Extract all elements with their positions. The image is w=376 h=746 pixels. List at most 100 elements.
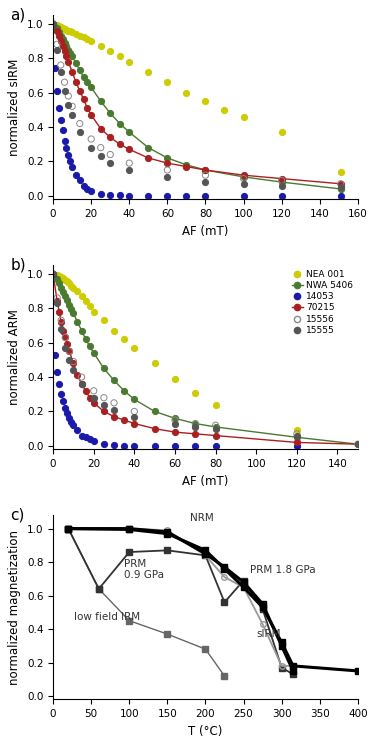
Point <box>56 278 62 289</box>
Point <box>131 406 137 418</box>
Point <box>62 23 68 35</box>
Point <box>77 30 83 42</box>
Point <box>101 314 107 326</box>
Point <box>101 392 107 404</box>
Point <box>212 398 218 410</box>
Point <box>88 185 94 197</box>
Point <box>68 280 74 292</box>
Point <box>117 118 123 130</box>
Point <box>91 385 97 397</box>
Point <box>79 378 85 390</box>
Point <box>50 268 56 280</box>
Point <box>62 46 68 57</box>
Point <box>68 416 74 427</box>
Point <box>294 436 300 448</box>
Point <box>202 190 208 202</box>
Point <box>73 169 79 181</box>
Point <box>131 418 137 430</box>
Point <box>70 357 76 369</box>
Point <box>338 178 344 189</box>
Point <box>338 190 344 202</box>
Point <box>62 85 68 97</box>
Point <box>64 142 70 154</box>
Point <box>80 71 86 83</box>
Point <box>101 398 107 410</box>
Point <box>54 366 60 377</box>
Point <box>212 419 218 431</box>
Point <box>111 410 117 422</box>
Point <box>212 421 218 433</box>
Point <box>152 406 158 418</box>
Point <box>241 110 247 122</box>
Text: b): b) <box>11 258 26 273</box>
Point <box>91 347 97 359</box>
Point <box>126 143 132 155</box>
Point <box>56 378 62 390</box>
Point <box>74 285 80 297</box>
Point <box>355 438 361 450</box>
Y-axis label: normalized ARM: normalized ARM <box>8 310 21 405</box>
Point <box>50 268 56 280</box>
Point <box>65 25 71 37</box>
Point <box>101 363 107 374</box>
Point <box>98 95 104 107</box>
Point <box>202 95 208 107</box>
Point <box>98 188 104 200</box>
Point <box>50 268 56 280</box>
Point <box>64 51 70 63</box>
Point <box>58 316 64 328</box>
Point <box>58 272 64 283</box>
Point <box>65 56 71 68</box>
Text: PRM 1.8 GPa: PRM 1.8 GPa <box>250 565 315 575</box>
Point <box>172 440 178 452</box>
Point <box>152 357 158 369</box>
Text: PRM
0.9 GPa: PRM 0.9 GPa <box>124 559 164 580</box>
Text: sIRM: sIRM <box>256 629 281 639</box>
Point <box>83 295 89 307</box>
Point <box>91 306 97 318</box>
Point <box>172 426 178 438</box>
Point <box>60 40 66 52</box>
Point <box>69 26 75 38</box>
Point <box>54 85 60 97</box>
Point <box>111 374 117 386</box>
Point <box>54 297 60 309</box>
Point <box>126 56 132 68</box>
Point <box>111 404 117 416</box>
Point <box>60 286 66 298</box>
Text: low field IRM: low field IRM <box>74 612 140 622</box>
Point <box>58 21 64 33</box>
Point <box>54 273 60 285</box>
Point <box>60 325 66 336</box>
Point <box>172 413 178 424</box>
Point <box>69 160 75 172</box>
Point <box>126 164 132 176</box>
Point <box>221 104 227 116</box>
Point <box>80 31 86 43</box>
Point <box>86 301 92 313</box>
Point <box>62 342 68 354</box>
Point <box>64 407 70 419</box>
Point <box>338 183 344 195</box>
Point <box>164 190 170 202</box>
Point <box>60 395 66 407</box>
Point <box>56 26 62 38</box>
Point <box>101 406 107 418</box>
Point <box>66 354 72 366</box>
Point <box>192 428 198 440</box>
Point <box>107 148 113 160</box>
Point <box>80 93 86 105</box>
Point <box>192 440 198 452</box>
Point <box>64 275 70 287</box>
Point <box>69 101 75 113</box>
Point <box>65 148 71 160</box>
Point <box>152 440 158 452</box>
Point <box>86 340 92 352</box>
Point <box>56 306 62 318</box>
Point <box>91 397 97 409</box>
Point <box>183 160 190 172</box>
Point <box>202 164 208 176</box>
Point <box>131 342 137 354</box>
Point <box>145 142 151 154</box>
Point <box>107 107 113 119</box>
